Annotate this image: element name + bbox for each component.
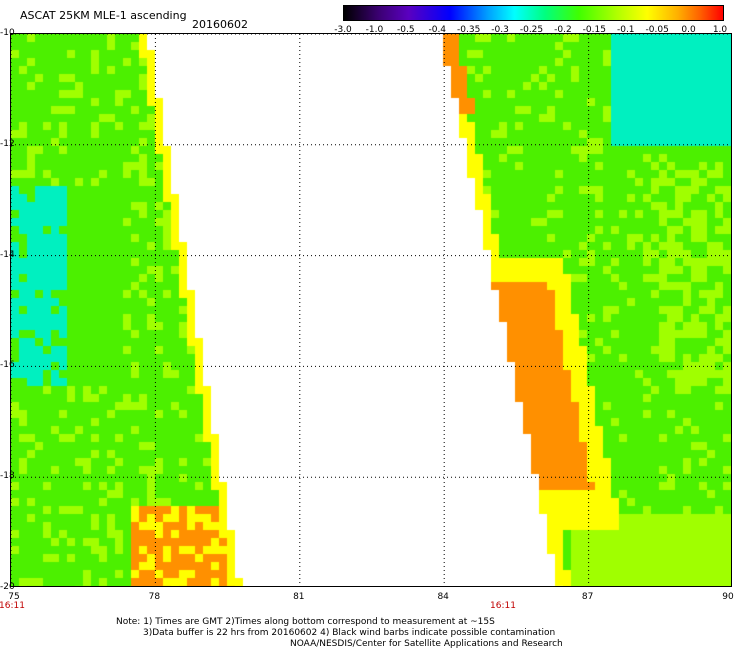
- latitude-tick-label: -10: [0, 28, 15, 38]
- colorbar-tick-label: -0.25: [519, 25, 544, 35]
- longitude-tick-label: 75: [8, 592, 20, 602]
- longitude-tick-label: 87: [581, 592, 594, 602]
- latitude-tick-label: -14: [0, 249, 15, 260]
- latitude-tick-label: -12: [0, 138, 15, 149]
- note-line-3: NOAA/NESDIS/Center for Satellite Applica…: [290, 639, 563, 649]
- colorbar-tick-label: -0.3: [491, 25, 509, 35]
- colorbar-tick-label: -0.4: [428, 25, 447, 35]
- longitude-tick-label: 78: [148, 592, 161, 602]
- latitude-tick-label: -16: [0, 360, 15, 371]
- product-title: ASCAT 25KM MLE-1 ascending: [20, 9, 187, 22]
- colorbar-tick-label: -0.2: [554, 25, 572, 35]
- wind-field-raster: [11, 34, 731, 586]
- latitude-tick-label: -18: [0, 471, 15, 482]
- note-line-1: Note: 1) Times are GMT 2)Times along bot…: [116, 617, 495, 627]
- latitude-tick-label: -20: [0, 582, 15, 592]
- colorbar-tick-label: -0.05: [645, 25, 669, 35]
- colorbar-tick-label: -0.15: [582, 25, 606, 35]
- lat-lon-grid: [11, 34, 731, 586]
- colorbar-tick-label: -0.5: [397, 25, 415, 35]
- swath-time-label: 16:11: [490, 601, 516, 611]
- longitude-tick-label: 81: [293, 592, 305, 602]
- colorbar-tick-label: 0.0: [681, 25, 696, 35]
- colorbar: [343, 5, 724, 21]
- colorbar-tick-label: 1.0: [712, 25, 728, 35]
- colorbar-tick-label: -0.1: [616, 25, 635, 35]
- colorbar-tick-label: -0.35: [457, 25, 481, 35]
- note-line-2: 3)Data buffer is 22 hrs from 20160602 4)…: [143, 628, 556, 638]
- colorbar-tick-label: -1.0: [365, 25, 384, 35]
- colorbar-tick-label: -3.0: [334, 25, 352, 35]
- longitude-tick-label: 84: [437, 592, 449, 602]
- product-date: 20160602: [192, 18, 248, 31]
- longitude-tick-label: 90: [722, 592, 734, 602]
- swath-time-label: 16:11: [0, 601, 25, 611]
- map-panel: [10, 33, 732, 587]
